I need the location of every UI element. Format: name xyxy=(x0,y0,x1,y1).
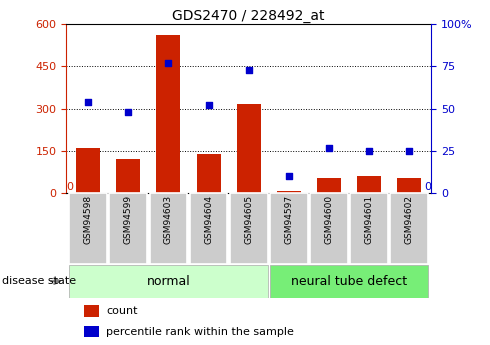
Bar xyxy=(70,193,107,264)
Title: GDS2470 / 228492_at: GDS2470 / 228492_at xyxy=(172,9,325,23)
Text: GSM94604: GSM94604 xyxy=(204,195,213,244)
Bar xyxy=(270,193,308,264)
Bar xyxy=(277,191,301,193)
Text: 0: 0 xyxy=(66,182,73,192)
Bar xyxy=(390,193,428,264)
Bar xyxy=(196,154,220,193)
Point xyxy=(205,102,213,108)
Text: disease state: disease state xyxy=(2,276,76,286)
Text: GSM94605: GSM94605 xyxy=(244,195,253,245)
Bar xyxy=(270,265,428,298)
Point xyxy=(165,60,172,66)
Text: GSM94600: GSM94600 xyxy=(324,195,333,245)
Text: 0: 0 xyxy=(424,182,431,192)
Text: GSM94598: GSM94598 xyxy=(84,195,93,245)
Bar xyxy=(190,193,227,264)
Bar xyxy=(76,148,100,193)
Text: GSM94599: GSM94599 xyxy=(124,195,133,245)
Text: GSM94602: GSM94602 xyxy=(405,195,414,244)
Text: percentile rank within the sample: percentile rank within the sample xyxy=(106,327,294,337)
Point xyxy=(245,67,253,72)
Point xyxy=(325,145,333,150)
Bar xyxy=(230,193,268,264)
Bar xyxy=(237,105,261,193)
Bar xyxy=(149,193,187,264)
Text: neural tube defect: neural tube defect xyxy=(291,275,407,288)
Point xyxy=(365,148,373,154)
Bar xyxy=(357,176,381,193)
Bar xyxy=(310,193,348,264)
Point xyxy=(84,99,92,105)
Bar xyxy=(317,178,341,193)
Bar xyxy=(109,193,147,264)
Point xyxy=(405,148,413,154)
Bar xyxy=(350,193,388,264)
Point xyxy=(285,174,293,179)
Bar xyxy=(156,36,180,193)
Text: normal: normal xyxy=(147,275,190,288)
Bar xyxy=(84,305,99,317)
Bar xyxy=(116,159,140,193)
Bar xyxy=(70,265,268,298)
Point xyxy=(124,109,132,115)
Text: count: count xyxy=(106,306,138,316)
Text: GSM94597: GSM94597 xyxy=(284,195,294,245)
Text: GSM94603: GSM94603 xyxy=(164,195,173,245)
Text: GSM94601: GSM94601 xyxy=(365,195,373,245)
Bar xyxy=(397,178,421,193)
Bar xyxy=(84,326,99,337)
